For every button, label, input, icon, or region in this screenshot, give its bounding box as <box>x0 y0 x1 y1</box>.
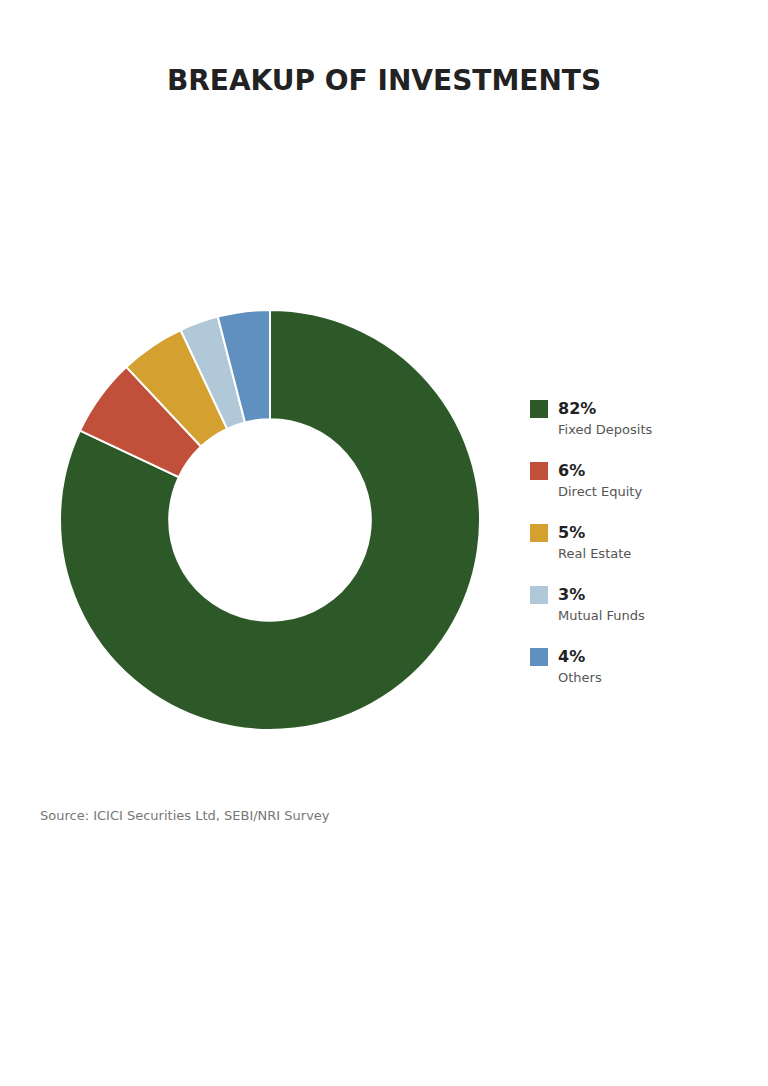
legend-swatch <box>530 586 548 604</box>
legend-label: Real Estate <box>558 546 631 561</box>
pie-slice <box>218 310 270 422</box>
pie-group <box>60 310 480 730</box>
legend-value: 6% <box>558 461 585 480</box>
chart-svg: BREAKUP OF INVESTMENTS 82% Fixed Deposits 6… <box>0 0 768 1086</box>
legend-value: 4% <box>558 647 585 666</box>
legend-swatch <box>530 400 548 418</box>
legend-value: 82% <box>558 399 596 418</box>
legend-label: Fixed Deposits <box>558 422 653 437</box>
legend-swatch <box>530 524 548 542</box>
annotation: Source: ICICI Securities Ltd, SEBI/NRI S… <box>40 808 330 823</box>
legend-value: 5% <box>558 523 585 542</box>
legend-value: 3% <box>558 585 585 604</box>
legend-swatch <box>530 462 548 480</box>
pie-slice <box>60 310 480 730</box>
legend-label: Others <box>558 670 602 685</box>
legend: 82% Fixed Deposits 6% Direct Equity 5% Real E… <box>530 399 653 685</box>
legend-label: Mutual Funds <box>558 608 645 623</box>
legend-swatch <box>530 648 548 666</box>
legend-label: Direct Equity <box>558 484 642 499</box>
chart-title: BREAKUP OF INVESTMENTS <box>167 64 601 97</box>
